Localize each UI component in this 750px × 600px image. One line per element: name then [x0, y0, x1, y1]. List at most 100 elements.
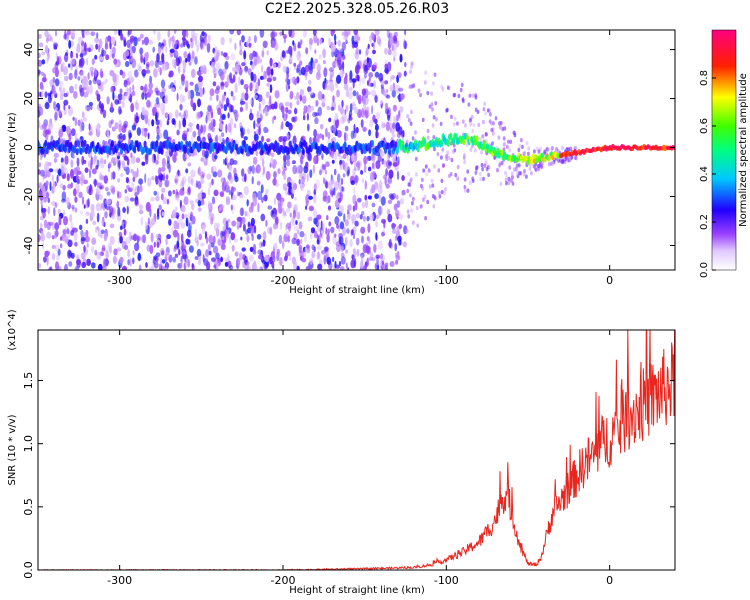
heatmap-speckle: [182, 244, 187, 249]
heatmap-speckle: [336, 74, 342, 84]
heatmap-speckle: [328, 180, 333, 191]
heatmap-speckle: [256, 234, 262, 240]
heatmap-speckle: [60, 243, 63, 249]
heatmap-speckle: [257, 94, 263, 102]
heatmap-speckle: [309, 136, 312, 145]
ridge-cell: [142, 146, 146, 154]
snr-series-line: [38, 330, 675, 570]
heatmap-speckle: [324, 77, 327, 84]
heatmap-speckle: [84, 167, 89, 173]
heatmap-speckle: [72, 116, 75, 121]
heatmap-speckle: [287, 201, 292, 209]
heatmap-speckle: [299, 94, 303, 102]
heatmap-speckle: [264, 254, 270, 262]
heatmap-speckle: [158, 60, 163, 66]
heatmap-speckle: [503, 126, 507, 131]
heatmap-speckle: [236, 190, 239, 197]
heatmap-speckle: [308, 91, 314, 96]
heatmap-speckle: [300, 66, 306, 76]
heatmap-speckle: [120, 173, 124, 177]
heatmap-speckle: [135, 157, 141, 163]
heatmap-speckle: [387, 48, 392, 56]
heatmap-speckle: [297, 44, 302, 49]
heatmap-speckle: [530, 171, 533, 176]
heatmap-speckle: [299, 231, 305, 238]
heatmap-speckle: [273, 242, 278, 251]
heatmap-speckle: [107, 35, 112, 42]
heatmap-speckle: [87, 72, 90, 80]
heatmap-speckle: [181, 30, 187, 38]
heatmap-speckle: [387, 213, 393, 223]
heatmap-speckle: [188, 122, 194, 127]
heatmap-speckle: [130, 168, 134, 174]
heatmap-speckle: [180, 233, 184, 243]
heatmap-speckle: [147, 217, 150, 225]
heatmap-speckle: [257, 249, 263, 255]
heatmap-speckle: [38, 103, 42, 109]
heatmap-speckle: [288, 55, 293, 63]
heatmap-speckle: [140, 85, 144, 91]
colorbar-tick-label: 0.4: [699, 166, 710, 182]
heatmap-speckle: [61, 124, 67, 132]
ridge-cell: [462, 138, 466, 146]
heatmap-speckle: [393, 203, 398, 211]
heatmap-speckle: [317, 251, 320, 260]
heatmap-speckle: [357, 197, 362, 203]
heatmap-speckle: [360, 226, 366, 234]
heatmap-speckle: [192, 102, 197, 112]
heatmap-speckle: [393, 37, 398, 45]
heatmap-speckle: [175, 51, 179, 56]
heatmap-speckle: [225, 55, 230, 61]
heatmap-speckle: [506, 144, 509, 150]
heatmap-speckle: [170, 87, 176, 93]
heatmap-speckle: [291, 116, 295, 123]
heatmap-speckle: [393, 115, 397, 121]
heatmap-speckle: [439, 121, 443, 127]
heatmap-speckle: [221, 235, 225, 241]
heatmap-speckle: [70, 58, 75, 65]
figure-title: C2E2.2025.328.05.26.R03: [265, 1, 449, 17]
heatmap-speckle: [53, 106, 58, 112]
heatmap-speckle: [329, 75, 333, 82]
heatmap-speckle: [535, 146, 539, 152]
heatmap-speckle: [74, 196, 78, 203]
heatmap-speckle: [91, 237, 97, 245]
heatmap-speckle: [314, 49, 317, 54]
heatmap-speckle: [372, 65, 377, 70]
heatmap-speckle: [134, 242, 140, 252]
heatmap-speckle: [371, 42, 374, 48]
heatmap-speckle: [247, 68, 252, 76]
heatmap-speckle: [336, 130, 342, 138]
heatmap-speckle: [260, 213, 266, 222]
heatmap-speckle: [236, 30, 241, 36]
heatmap-speckle: [435, 117, 438, 122]
heatmap-speckle: [59, 236, 63, 241]
heatmap-speckle: [219, 203, 225, 211]
heatmap-speckle: [119, 88, 123, 95]
heatmap-speckle: [165, 150, 169, 159]
heatmap-speckle: [338, 261, 342, 267]
heatmap-speckle: [64, 52, 68, 57]
x-tick-label: -300: [107, 274, 132, 287]
heatmap-speckle: [392, 104, 397, 112]
heatmap-speckle: [38, 33, 42, 40]
heatmap-speckle: [149, 60, 155, 67]
heatmap-speckle: [296, 91, 300, 101]
heatmap-speckle: [46, 251, 50, 256]
heatmap-speckle: [229, 72, 233, 81]
heatmap-speckle: [312, 30, 317, 36]
heatmap-speckle: [247, 166, 252, 175]
heatmap-speckle: [157, 66, 161, 73]
heatmap-speckle: [374, 71, 380, 78]
heatmap-speckle: [256, 122, 261, 128]
heatmap-speckle: [248, 112, 254, 121]
heatmap-speckle: [81, 111, 85, 119]
x-tick-label: -200: [271, 274, 296, 287]
heatmap-speckle: [174, 253, 179, 258]
heatmap-speckle: [390, 123, 393, 128]
heatmap-speckle: [104, 159, 107, 165]
heatmap-speckle: [125, 60, 130, 68]
y-tick-label: 40: [22, 43, 35, 57]
heatmap-speckle: [80, 252, 86, 260]
heatmap-speckle: [305, 194, 310, 204]
